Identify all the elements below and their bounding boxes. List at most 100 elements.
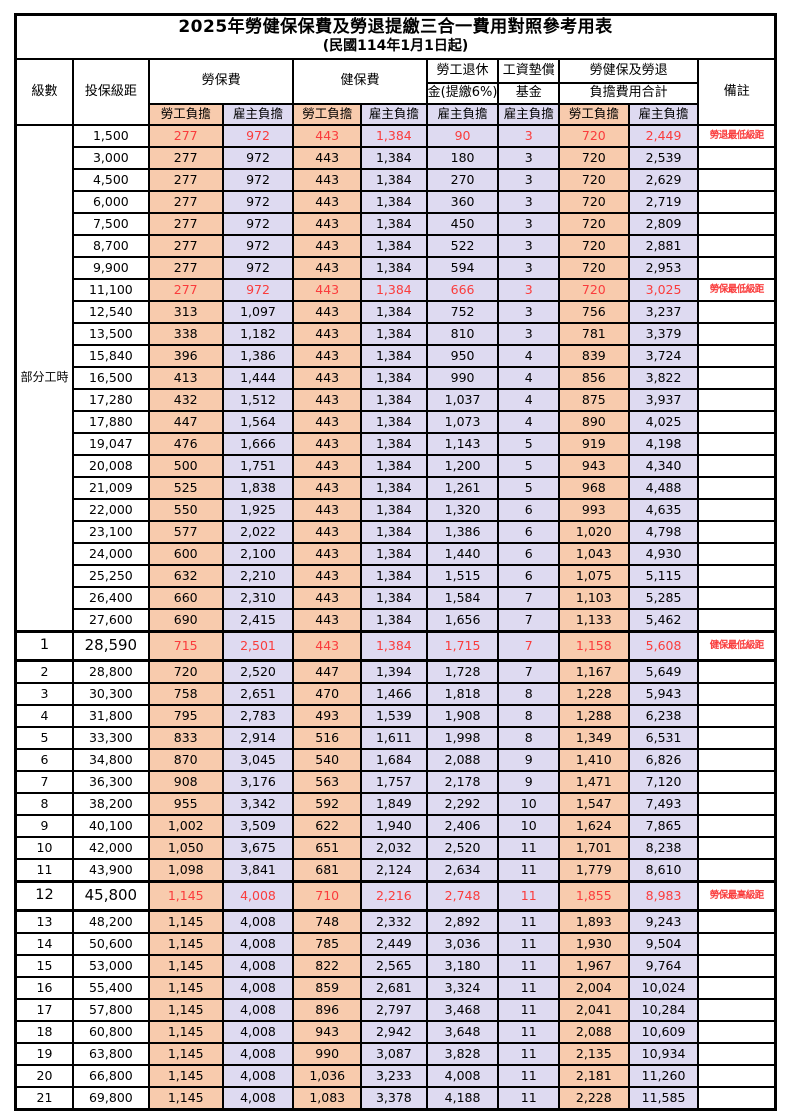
value-cell: 277 (147, 255, 224, 280)
value-cell: 4,008 (221, 1019, 295, 1044)
table-row: 3 30,300 758 2,651 470 1,466 1,818 8 1,228 5,943 (14, 681, 777, 706)
value-cell: 3,468 (425, 997, 500, 1022)
salary-cell: 24,000 (71, 541, 150, 566)
table-row: 11,100 277 972 443 1,384 666 3 720 3,025 勞保最低級距 (16, 277, 777, 302)
value-cell: 8 (497, 681, 560, 706)
remark-cell (697, 857, 777, 883)
value-cell: 3,648 (425, 1019, 500, 1044)
value-cell: 443 (292, 409, 363, 434)
table-row: 9 40,100 1,002 3,509 622 1,940 2,406 10 1,624 7,8… (14, 813, 777, 838)
value-cell: 540 (292, 747, 363, 772)
header-row-groups: 級數 投保級距 勞保費 健保費 勞工退休 工資墊償 勞健保及勞退 備註 (14, 57, 777, 126)
value-cell: 720 (557, 167, 630, 192)
remark-cell (697, 1063, 777, 1088)
value-cell: 2,520 (221, 659, 295, 684)
value-cell: 1,384 (360, 497, 428, 522)
table-row: 部分工時 1,500 277 972 443 1,384 90 3 720 2,449 勞退最低級距 (14, 123, 777, 633)
value-cell: 2,210 (221, 563, 295, 588)
remark-cell (697, 409, 777, 434)
value-cell: 720 (147, 659, 224, 684)
salary-cell: 19,047 (71, 431, 150, 456)
value-cell: 6 (497, 563, 560, 588)
value-cell: 3,087 (360, 1041, 428, 1066)
value-cell: 1,384 (360, 255, 428, 280)
value-cell: 2,892 (425, 909, 500, 934)
value-cell: 1,320 (425, 497, 500, 522)
value-cell: 1,098 (147, 857, 224, 883)
value-cell: 919 (557, 431, 630, 456)
value-cell: 2,178 (425, 769, 500, 794)
value-cell: 6 (497, 541, 560, 566)
value-cell: 3 (497, 299, 560, 324)
value-cell: 1,666 (221, 431, 295, 456)
value-cell: 1,384 (360, 585, 428, 610)
value-cell: 4,008 (221, 879, 295, 912)
value-cell: 6,531 (627, 725, 700, 750)
value-cell: 2,809 (627, 211, 700, 236)
table-row: 15,840 396 1,386 443 1,384 950 4 839 3,724 (16, 343, 777, 368)
value-cell: 9,764 (627, 953, 700, 978)
level-cell: 2 (14, 659, 74, 684)
salary-cell: 40,100 (71, 813, 150, 838)
salary-cell: 15,840 (71, 343, 150, 368)
value-cell: 833 (147, 725, 224, 750)
value-cell: 950 (425, 343, 500, 368)
value-cell: 2,088 (425, 747, 500, 772)
value-cell: 4,008 (221, 1063, 295, 1088)
value-cell: 1,384 (360, 123, 428, 148)
value-cell: 277 (147, 189, 224, 214)
value-cell: 3,342 (221, 791, 295, 816)
level-cell: 7 (14, 769, 74, 794)
header-total-employer-share: 雇主負擔 (627, 102, 700, 126)
value-cell: 493 (292, 703, 363, 728)
value-cell: 758 (147, 681, 224, 706)
header-labor-insurance: 勞保費 (147, 57, 295, 105)
value-cell: 9,243 (627, 909, 700, 934)
value-cell: 720 (557, 255, 630, 280)
value-cell: 2,022 (221, 519, 295, 544)
value-cell: 1,145 (147, 953, 224, 978)
value-cell: 1,083 (292, 1085, 363, 1111)
value-cell: 2,228 (557, 1085, 630, 1111)
value-cell: 5,608 (627, 629, 700, 662)
value-cell: 11 (497, 997, 560, 1022)
value-cell: 277 (147, 277, 224, 302)
header-health-insurance: 健保費 (292, 57, 428, 105)
value-cell: 2,629 (627, 167, 700, 192)
value-cell: 1,584 (425, 585, 500, 610)
value-cell: 3,841 (221, 857, 295, 883)
remark-cell (697, 497, 777, 522)
salary-cell: 57,800 (71, 997, 150, 1022)
value-cell: 447 (292, 659, 363, 684)
value-cell: 3,180 (425, 953, 500, 978)
value-cell: 1,440 (425, 541, 500, 566)
value-cell: 859 (292, 975, 363, 1000)
value-cell: 11,585 (627, 1085, 700, 1111)
value-cell: 11 (497, 1041, 560, 1066)
value-cell: 3 (497, 145, 560, 170)
header-pension-line1: 勞工退休 (425, 57, 500, 84)
table-row: 14 50,600 1,145 4,008 785 2,449 3,036 11 1,930 9,… (14, 931, 777, 956)
value-cell: 3 (497, 255, 560, 280)
value-cell: 443 (292, 519, 363, 544)
value-cell: 5 (497, 453, 560, 478)
salary-cell: 1,500 (71, 123, 150, 148)
remark-cell (697, 365, 777, 390)
value-cell: 277 (147, 211, 224, 236)
value-cell: 5,649 (627, 659, 700, 684)
header-salary-bracket: 投保級距 (71, 57, 150, 126)
remark-cell (697, 1085, 777, 1111)
value-cell: 2,124 (360, 857, 428, 883)
value-cell: 2,681 (360, 975, 428, 1000)
value-cell: 11 (497, 857, 560, 883)
table-row: 17,280 432 1,512 443 1,384 1,037 4 875 3,937 (16, 387, 777, 412)
remark-cell (697, 321, 777, 346)
value-cell: 795 (147, 703, 224, 728)
value-cell: 2,406 (425, 813, 500, 838)
table-row: 2 28,800 720 2,520 447 1,394 1,728 7 1,167 5,649 (14, 659, 777, 684)
value-cell: 720 (557, 233, 630, 258)
salary-cell: 34,800 (71, 747, 150, 772)
salary-cell: 6,000 (71, 189, 150, 214)
value-cell: 1,818 (425, 681, 500, 706)
value-cell: 3,045 (221, 747, 295, 772)
